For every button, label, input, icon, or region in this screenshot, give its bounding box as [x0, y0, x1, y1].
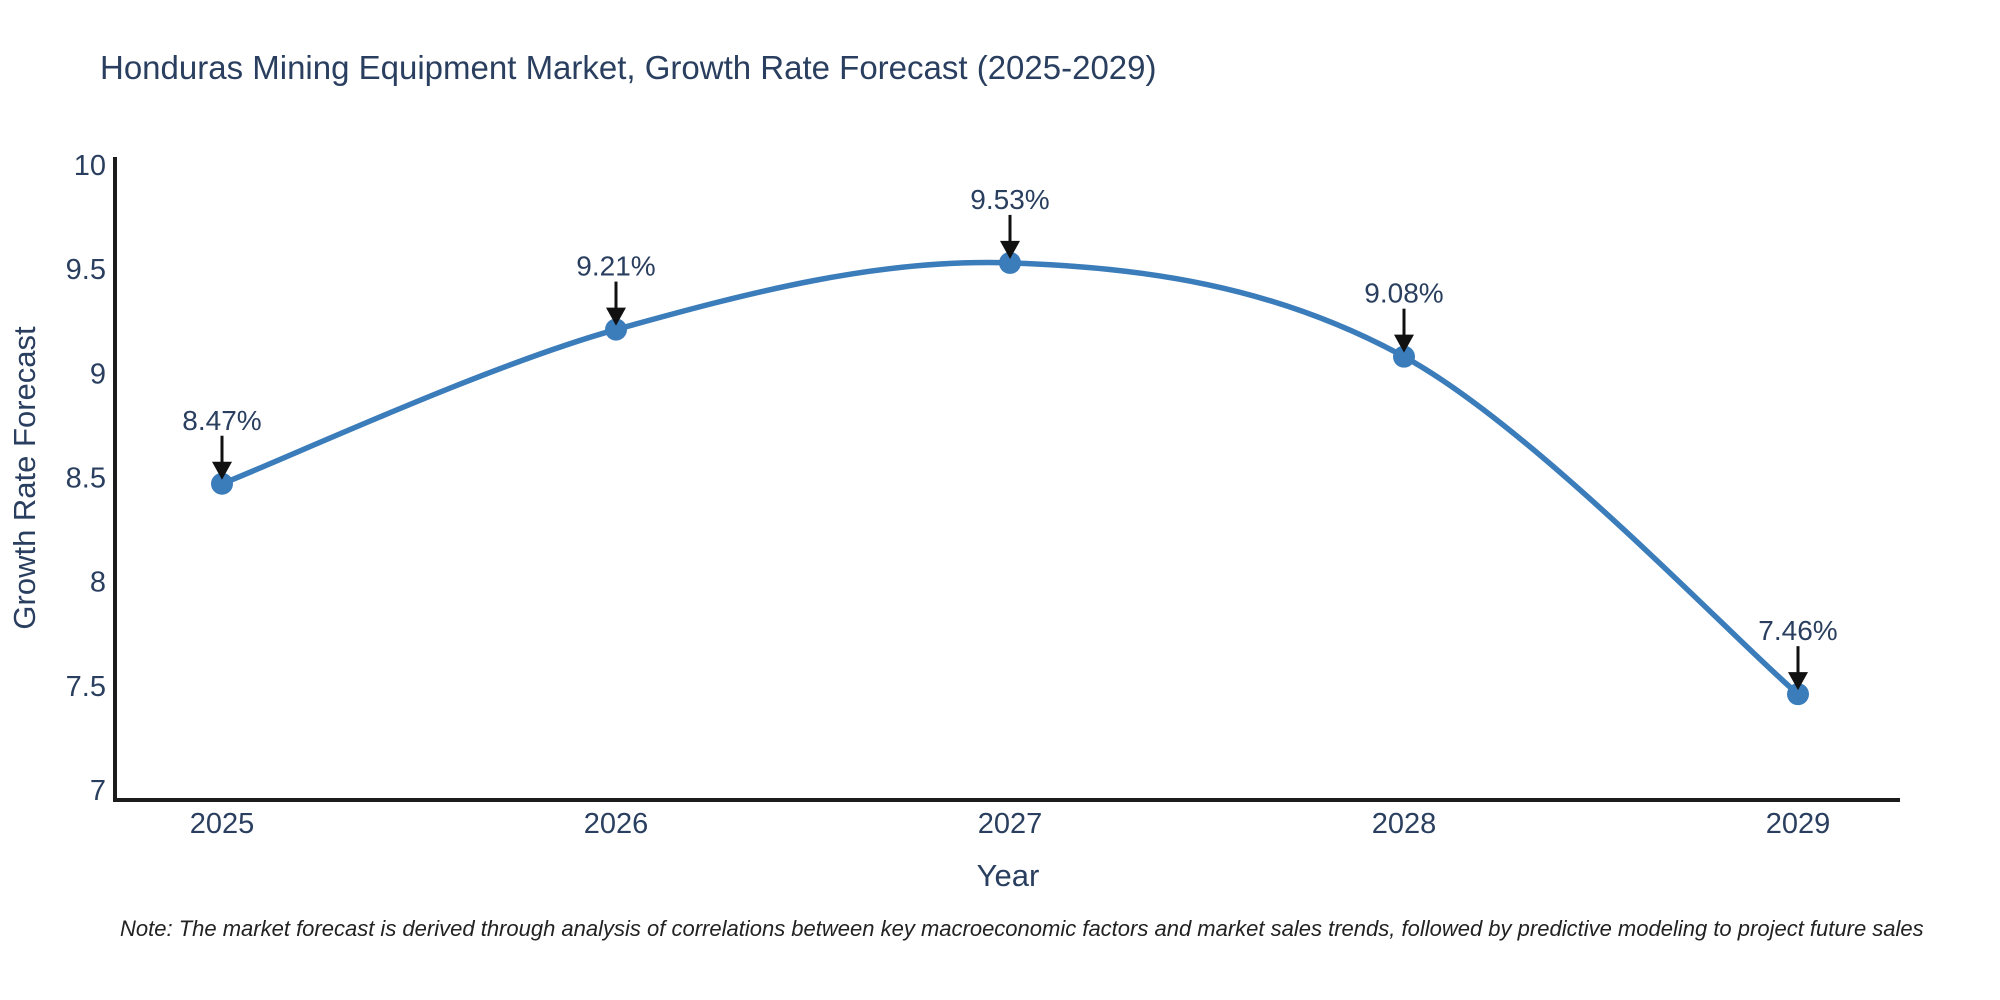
data-point-marker	[999, 251, 1021, 274]
y-tick-label: 9.5	[66, 254, 106, 286]
x-tick-label: 2028	[1372, 808, 1437, 840]
y-tick-label: 9	[90, 358, 106, 390]
data-point-marker	[211, 472, 233, 495]
data-point-label: 9.53%	[970, 184, 1049, 215]
annotation-arrowhead-icon	[1000, 240, 1020, 259]
x-tick-label: 2029	[1766, 808, 1831, 840]
forecast-line	[220, 259, 1800, 697]
chart-title: Honduras Mining Equipment Market, Growth…	[100, 49, 1157, 86]
data-point-label: 8.47%	[182, 405, 261, 436]
annotation-arrowhead-icon	[212, 461, 232, 480]
x-tick-label: 2025	[190, 808, 255, 840]
annotation-arrowhead-icon	[606, 307, 626, 326]
y-tick-label: 8	[90, 567, 106, 599]
annotation-arrowhead-icon	[1394, 334, 1414, 353]
data-point-label: 9.21%	[576, 251, 655, 282]
y-tick-label: 10	[74, 150, 106, 182]
data-point-marker	[1787, 683, 1809, 706]
data-point-label: 9.08%	[1364, 278, 1443, 309]
x-axis-title: Year	[976, 858, 1040, 893]
x-tick-label: 2027	[978, 808, 1043, 840]
data-point-marker	[1393, 345, 1415, 368]
data-point-label: 7.46%	[1758, 615, 1837, 646]
y-tick-label: 7.5	[66, 671, 106, 703]
y-tick-label: 8.5	[66, 463, 106, 495]
data-point-marker	[605, 318, 627, 341]
x-tick-label: 2026	[584, 808, 649, 840]
footnote: Note: The market forecast is derived thr…	[120, 916, 1924, 941]
y-tick-label: 7	[90, 775, 106, 807]
annotation-arrowhead-icon	[1788, 672, 1808, 691]
